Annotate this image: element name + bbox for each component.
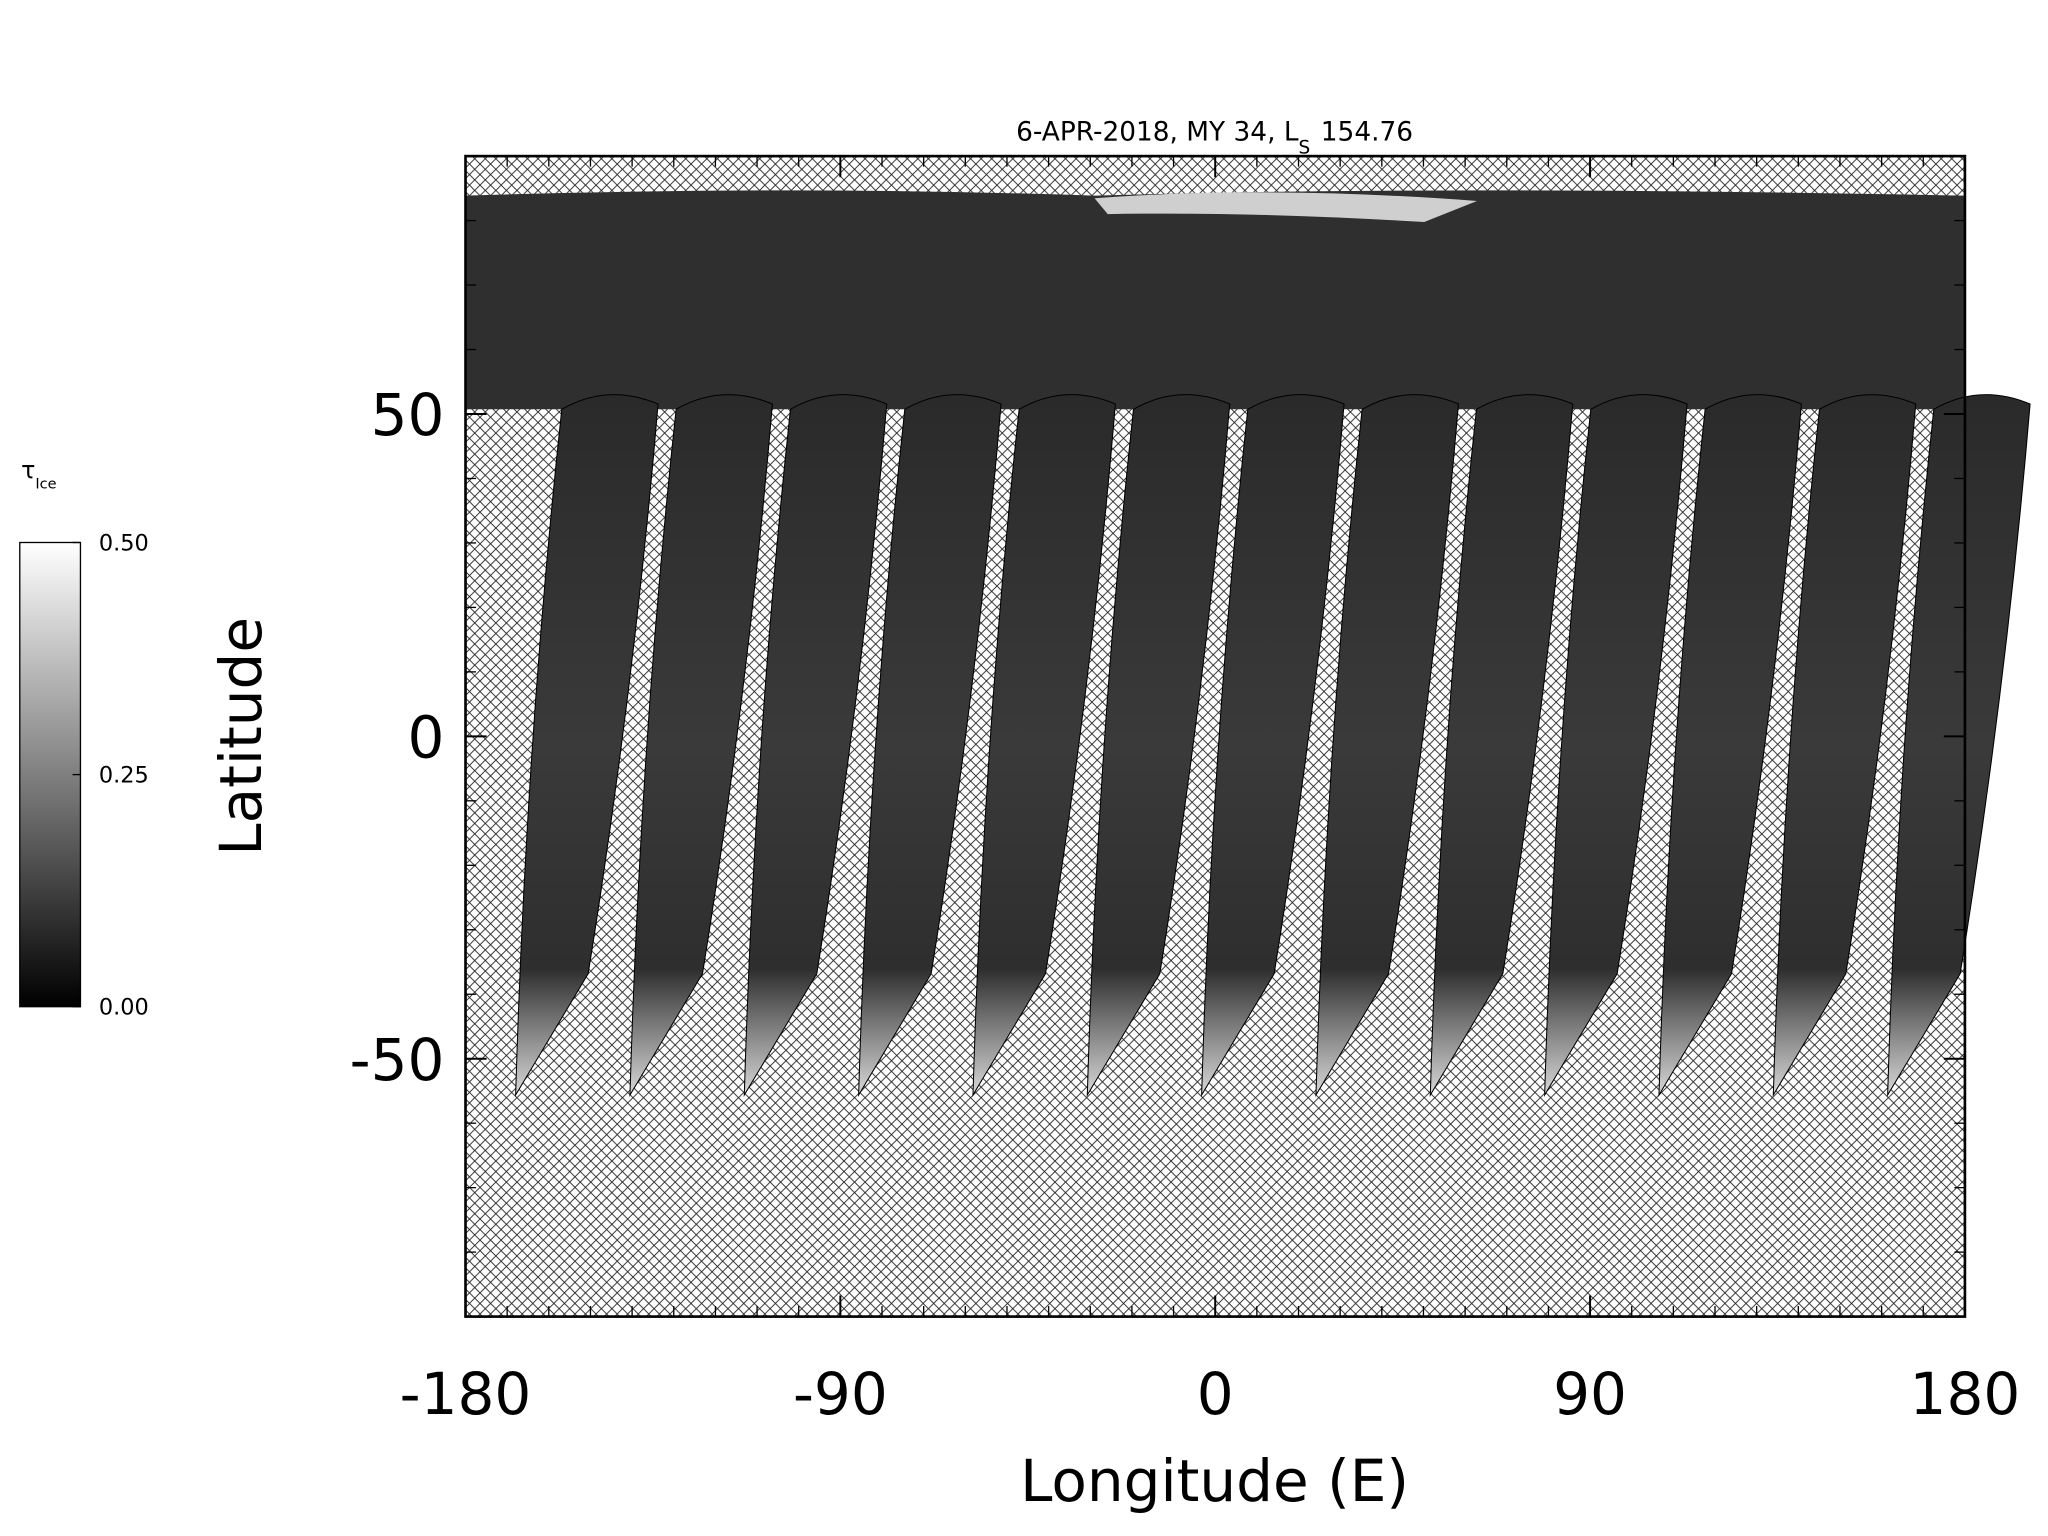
y-tick-label: -50 [350, 1026, 445, 1094]
colorbar-tick-label: 0.25 [99, 763, 149, 789]
y-axis-label: Latitude [207, 617, 275, 856]
polar-cloud [1094, 192, 1477, 223]
colorbar-tick-label: 0.00 [99, 995, 149, 1021]
orbit-swath [1544, 394, 1688, 1098]
x-tick-label: -90 [793, 1360, 888, 1428]
orbit-swath [515, 394, 659, 1098]
x-tick-label: 90 [1553, 1360, 1627, 1428]
x-tick-label: 0 [1197, 1360, 1234, 1428]
colorbar-sub: Ice [35, 476, 56, 492]
colorbar-tick-label: 0.50 [99, 530, 149, 556]
orbit-swath [1772, 394, 1917, 1098]
chart-title: 6-APR-2018, MY 34, LS 154.76 [1016, 117, 1413, 158]
orbit-swath [629, 394, 773, 1098]
orbit-swath [743, 394, 888, 1098]
orbit-swath [1315, 394, 1459, 1098]
x-tick-label: 180 [1910, 1360, 2021, 1428]
orbit-swath [1658, 394, 1802, 1098]
orbit-swath [1429, 394, 1574, 1098]
orbit-swath [1086, 394, 1231, 1098]
y-tick-label: 0 [407, 703, 444, 771]
title-text: 6-APR-2018, MY 34, L [1016, 117, 1299, 147]
map-area [465, 156, 2031, 1317]
orbit-swath [1201, 394, 1345, 1098]
x-tick-label: -180 [400, 1360, 532, 1428]
title-sub: S [1299, 137, 1311, 158]
orbit-swath [858, 394, 1002, 1098]
orbit-swath [972, 394, 1116, 1098]
polar-coverage [465, 190, 1965, 410]
orbit-swath [1887, 394, 2031, 1098]
x-axis-label: Longitude (E) [1020, 1447, 1409, 1515]
y-tick-label: 50 [371, 381, 445, 449]
colorbar-label: τIce [21, 456, 57, 493]
colorbar-symbol: τ [21, 456, 35, 484]
colorbar [19, 541, 82, 1008]
title-value: 154.76 [1321, 117, 1413, 147]
